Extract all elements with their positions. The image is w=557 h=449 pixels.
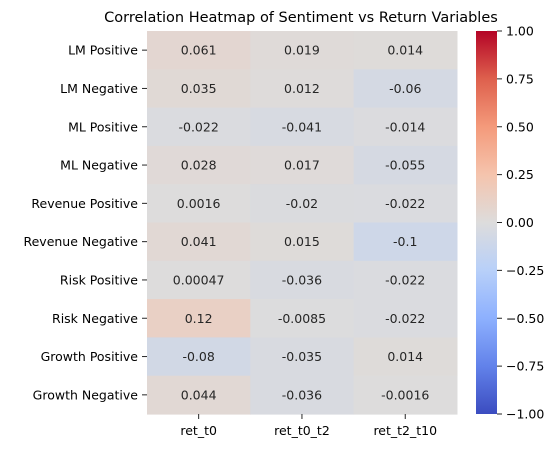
cell-value-label: -0.1: [393, 234, 417, 249]
colorbar-tick-label: 0.75: [506, 71, 534, 86]
heatmap-cell: [250, 260, 355, 300]
colorbar-tick-label: −0.50: [506, 311, 544, 326]
cell-value-label: 0.012: [284, 81, 320, 96]
row-tick-label: Risk Negative: [52, 311, 138, 326]
heatmap-cell: [147, 145, 251, 185]
column-tick-label: ret_t0: [180, 423, 217, 438]
heatmap-cell: [147, 69, 251, 109]
cell-value-label: 0.035: [181, 81, 217, 96]
cell-value-label: 0.017: [284, 158, 320, 173]
heatmap-cell: [353, 145, 458, 185]
colorbar-tick-label: −0.25: [506, 263, 544, 278]
cell-value-label: -0.08: [182, 349, 214, 364]
heatmap-cell: [147, 337, 251, 377]
heatmap-cell: [147, 31, 251, 70]
heatmap-cell: [353, 299, 458, 338]
colorbar-tick-label: −1.00: [506, 407, 544, 422]
column-tick-label: ret_t0_t2: [274, 423, 330, 438]
heatmap-cells: [147, 31, 458, 415]
row-tick-label: Growth Positive: [41, 349, 139, 364]
cell-value-label: -0.0085: [278, 311, 326, 326]
heatmap-cell: [147, 299, 251, 338]
row-tick-label: ML Positive: [68, 119, 138, 134]
colorbar-tick-label: 0.25: [506, 167, 534, 182]
cell-value-label: 0.015: [284, 234, 320, 249]
heatmap-cell: [147, 260, 251, 300]
cell-value-label: -0.02: [286, 196, 318, 211]
cell-value-label: -0.022: [385, 272, 425, 287]
cell-value-label: 0.044: [181, 387, 217, 402]
row-tick-label: Growth Negative: [33, 387, 139, 402]
heatmap-cell: [147, 184, 251, 224]
heatmap-cell: [353, 337, 458, 377]
colorbar-tick-label: 0.00: [506, 215, 534, 230]
cell-value-label: 0.00047: [173, 272, 225, 287]
column-tick-label: ret_t2_t10: [373, 423, 437, 438]
heatmap-cell: [353, 375, 458, 415]
heatmap-cell: [353, 107, 458, 147]
colorbar-tick-label: 0.50: [506, 119, 534, 134]
cell-value-label: 0.0016: [177, 196, 221, 211]
heatmap-cell: [353, 69, 458, 109]
cell-value-labels: 0.061 0.019 0.014 0.035 0.012 -0.06 -0.022 -0.0…: [173, 43, 430, 403]
heatmap-cell: [250, 375, 355, 415]
colorbar-tick-label: 1.00: [506, 24, 534, 39]
cell-value-label: 0.12: [185, 311, 213, 326]
row-tick-label: Revenue Negative: [23, 234, 138, 249]
row-tick-label: ML Negative: [60, 158, 138, 173]
cell-value-label: 0.041: [181, 234, 217, 249]
heatmap-cell: [250, 299, 355, 338]
cell-value-label: -0.036: [282, 272, 322, 287]
heatmap-cell: [250, 184, 355, 224]
cell-value-label: -0.041: [282, 119, 322, 134]
heatmap-cell: [250, 31, 355, 70]
colorbar-ticks: 1.00 0.75 0.50 0.25 0.00 −0.25 −0.50 −0.75 −1.00: [497, 24, 544, 422]
cell-value-label: -0.022: [385, 311, 425, 326]
cell-value-label: -0.06: [389, 81, 421, 96]
heatmap-cell: [353, 222, 458, 262]
cell-value-label: -0.035: [282, 349, 322, 364]
heatmap-cell: [250, 107, 355, 147]
row-tick-label: Risk Positive: [60, 272, 138, 287]
cell-value-label: -0.014: [385, 119, 425, 134]
row-tick-label: LM Negative: [60, 81, 138, 96]
column-tick-labels: ret_t0 ret_t0_t2 ret_t2_t10: [180, 414, 437, 438]
heatmap-cell: [147, 375, 251, 415]
heatmap-cell: [353, 31, 458, 70]
heatmap-cell: [250, 337, 355, 377]
chart-title: Correlation Heatmap of Sentiment vs Retu…: [104, 10, 498, 26]
cell-value-label: -0.022: [385, 196, 425, 211]
heatmap-cell: [250, 222, 355, 262]
heatmap-cell: [147, 222, 251, 262]
heatmap-cell: [250, 69, 355, 109]
row-tick-label: Revenue Positive: [31, 196, 138, 211]
row-tick-labels: LM Positive LM Negative ML Positive ML Nega…: [23, 43, 147, 402]
heatmap-cell: [353, 260, 458, 300]
cell-value-label: 0.028: [181, 158, 217, 173]
cell-value-label: 0.061: [181, 43, 217, 58]
colorbar: [476, 31, 497, 414]
cell-value-label: -0.036: [282, 387, 322, 402]
heatmap-cell: [147, 107, 251, 147]
colorbar-tick-label: −0.75: [506, 359, 544, 374]
cell-value-label: 0.014: [387, 43, 423, 58]
cell-value-label: 0.014: [387, 349, 423, 364]
cell-value-label: -0.055: [385, 158, 425, 173]
cell-value-label: 0.019: [284, 43, 320, 58]
heatmap-cell: [250, 145, 355, 185]
cell-value-label: -0.022: [179, 119, 219, 134]
cell-value-label: -0.0016: [381, 387, 429, 402]
heatmap-cell: [353, 184, 458, 224]
row-tick-label: LM Positive: [68, 43, 138, 58]
